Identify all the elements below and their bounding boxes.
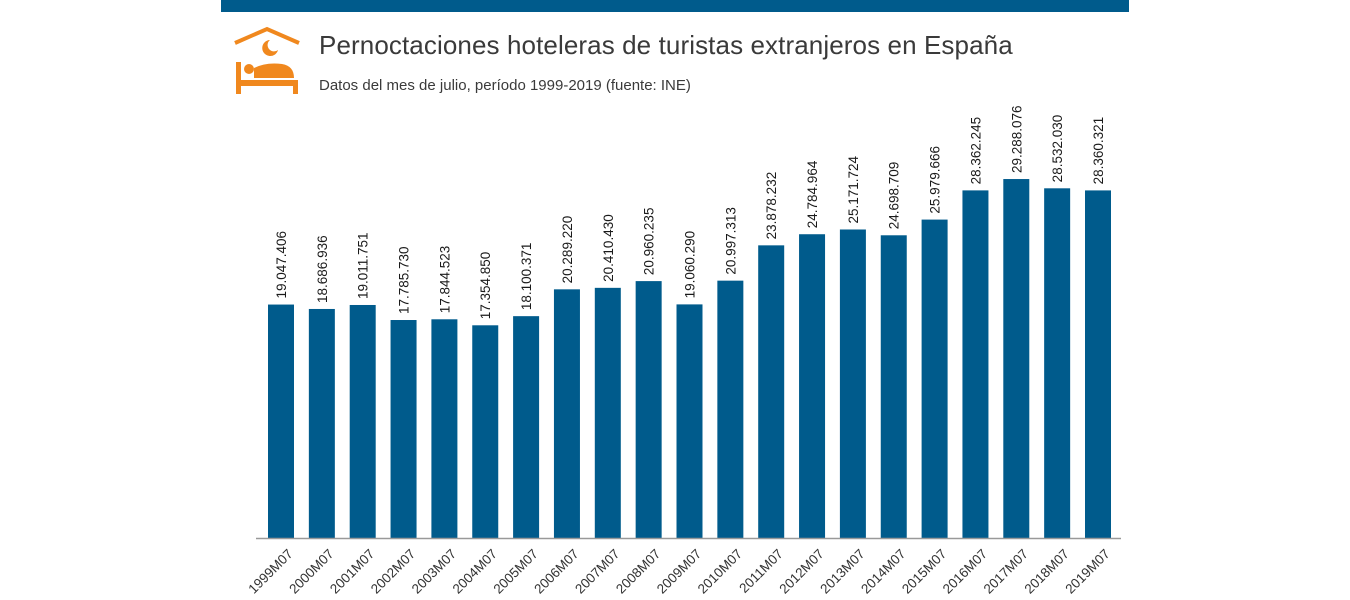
bar-2003M07 xyxy=(431,319,458,538)
bar-2012M07 xyxy=(799,234,826,538)
bar-2006M07 xyxy=(553,289,580,538)
bar-2019M07 xyxy=(1085,190,1111,538)
chart-title: Pernoctaciones hoteleras de turistas ext… xyxy=(319,30,1013,60)
bar-2000M07 xyxy=(308,308,335,538)
bar-2016M07 xyxy=(962,190,989,538)
x-tick-label-2010M07: 2010M07 xyxy=(695,546,745,596)
value-label-2014M07: 24.698.709 xyxy=(887,162,902,230)
bar-2018M07 xyxy=(1044,188,1071,538)
value-label-2016M07: 28.362.245 xyxy=(968,117,983,185)
value-label-2001M07: 19.011.751 xyxy=(356,232,371,299)
value-label-2009M07: 19.060.290 xyxy=(683,231,698,299)
value-label-2004M07: 17.354.850 xyxy=(478,252,493,320)
x-tick-label-2019M07: 2019M07 xyxy=(1062,546,1112,596)
value-label-2003M07: 17.844.523 xyxy=(437,246,452,314)
value-label-2011M07: 23.878.232 xyxy=(764,172,779,240)
value-label-2005M07: 18.100.371 xyxy=(519,243,534,311)
value-label-2008M07: 20.960.235 xyxy=(642,208,657,276)
value-label-2013M07: 25.171.724 xyxy=(846,155,861,223)
bar-2004M07 xyxy=(472,325,499,538)
bar-2013M07 xyxy=(839,229,866,538)
value-label-2000M07: 18.686.936 xyxy=(315,235,330,303)
bar-2009M07 xyxy=(676,304,703,538)
bar-2011M07 xyxy=(758,245,785,538)
bar-2007M07 xyxy=(594,287,621,538)
value-label-2018M07: 28.532.030 xyxy=(1050,115,1065,183)
value-label-2010M07: 20.997.313 xyxy=(723,207,738,275)
value-label-2002M07: 17.785.730 xyxy=(397,246,412,314)
bar-2005M07 xyxy=(513,316,540,538)
top-accent-bar xyxy=(221,0,1129,12)
value-label-2012M07: 24.784.964 xyxy=(805,160,820,228)
value-label-1999M07: 19.047.406 xyxy=(274,231,289,299)
value-label-2019M07: 28.360.321 xyxy=(1091,117,1106,185)
hotel-bed-night-icon xyxy=(234,26,300,94)
bar-1999M07 xyxy=(268,304,294,538)
value-label-2007M07: 20.410.430 xyxy=(601,214,616,282)
bar-2015M07 xyxy=(921,219,948,538)
bar-2017M07 xyxy=(1003,179,1030,538)
chart-subtitle: Datos del mes de julio, período 1999-201… xyxy=(319,77,691,94)
value-label-2015M07: 25.979.666 xyxy=(928,146,943,214)
value-label-2017M07: 29.288.076 xyxy=(1009,105,1024,173)
bar-2010M07 xyxy=(717,280,744,538)
bar-2008M07 xyxy=(635,281,662,538)
value-label-2006M07: 20.289.220 xyxy=(560,216,575,284)
bar-2002M07 xyxy=(390,320,417,538)
bar-2001M07 xyxy=(349,304,376,538)
bar-2014M07 xyxy=(880,235,907,538)
